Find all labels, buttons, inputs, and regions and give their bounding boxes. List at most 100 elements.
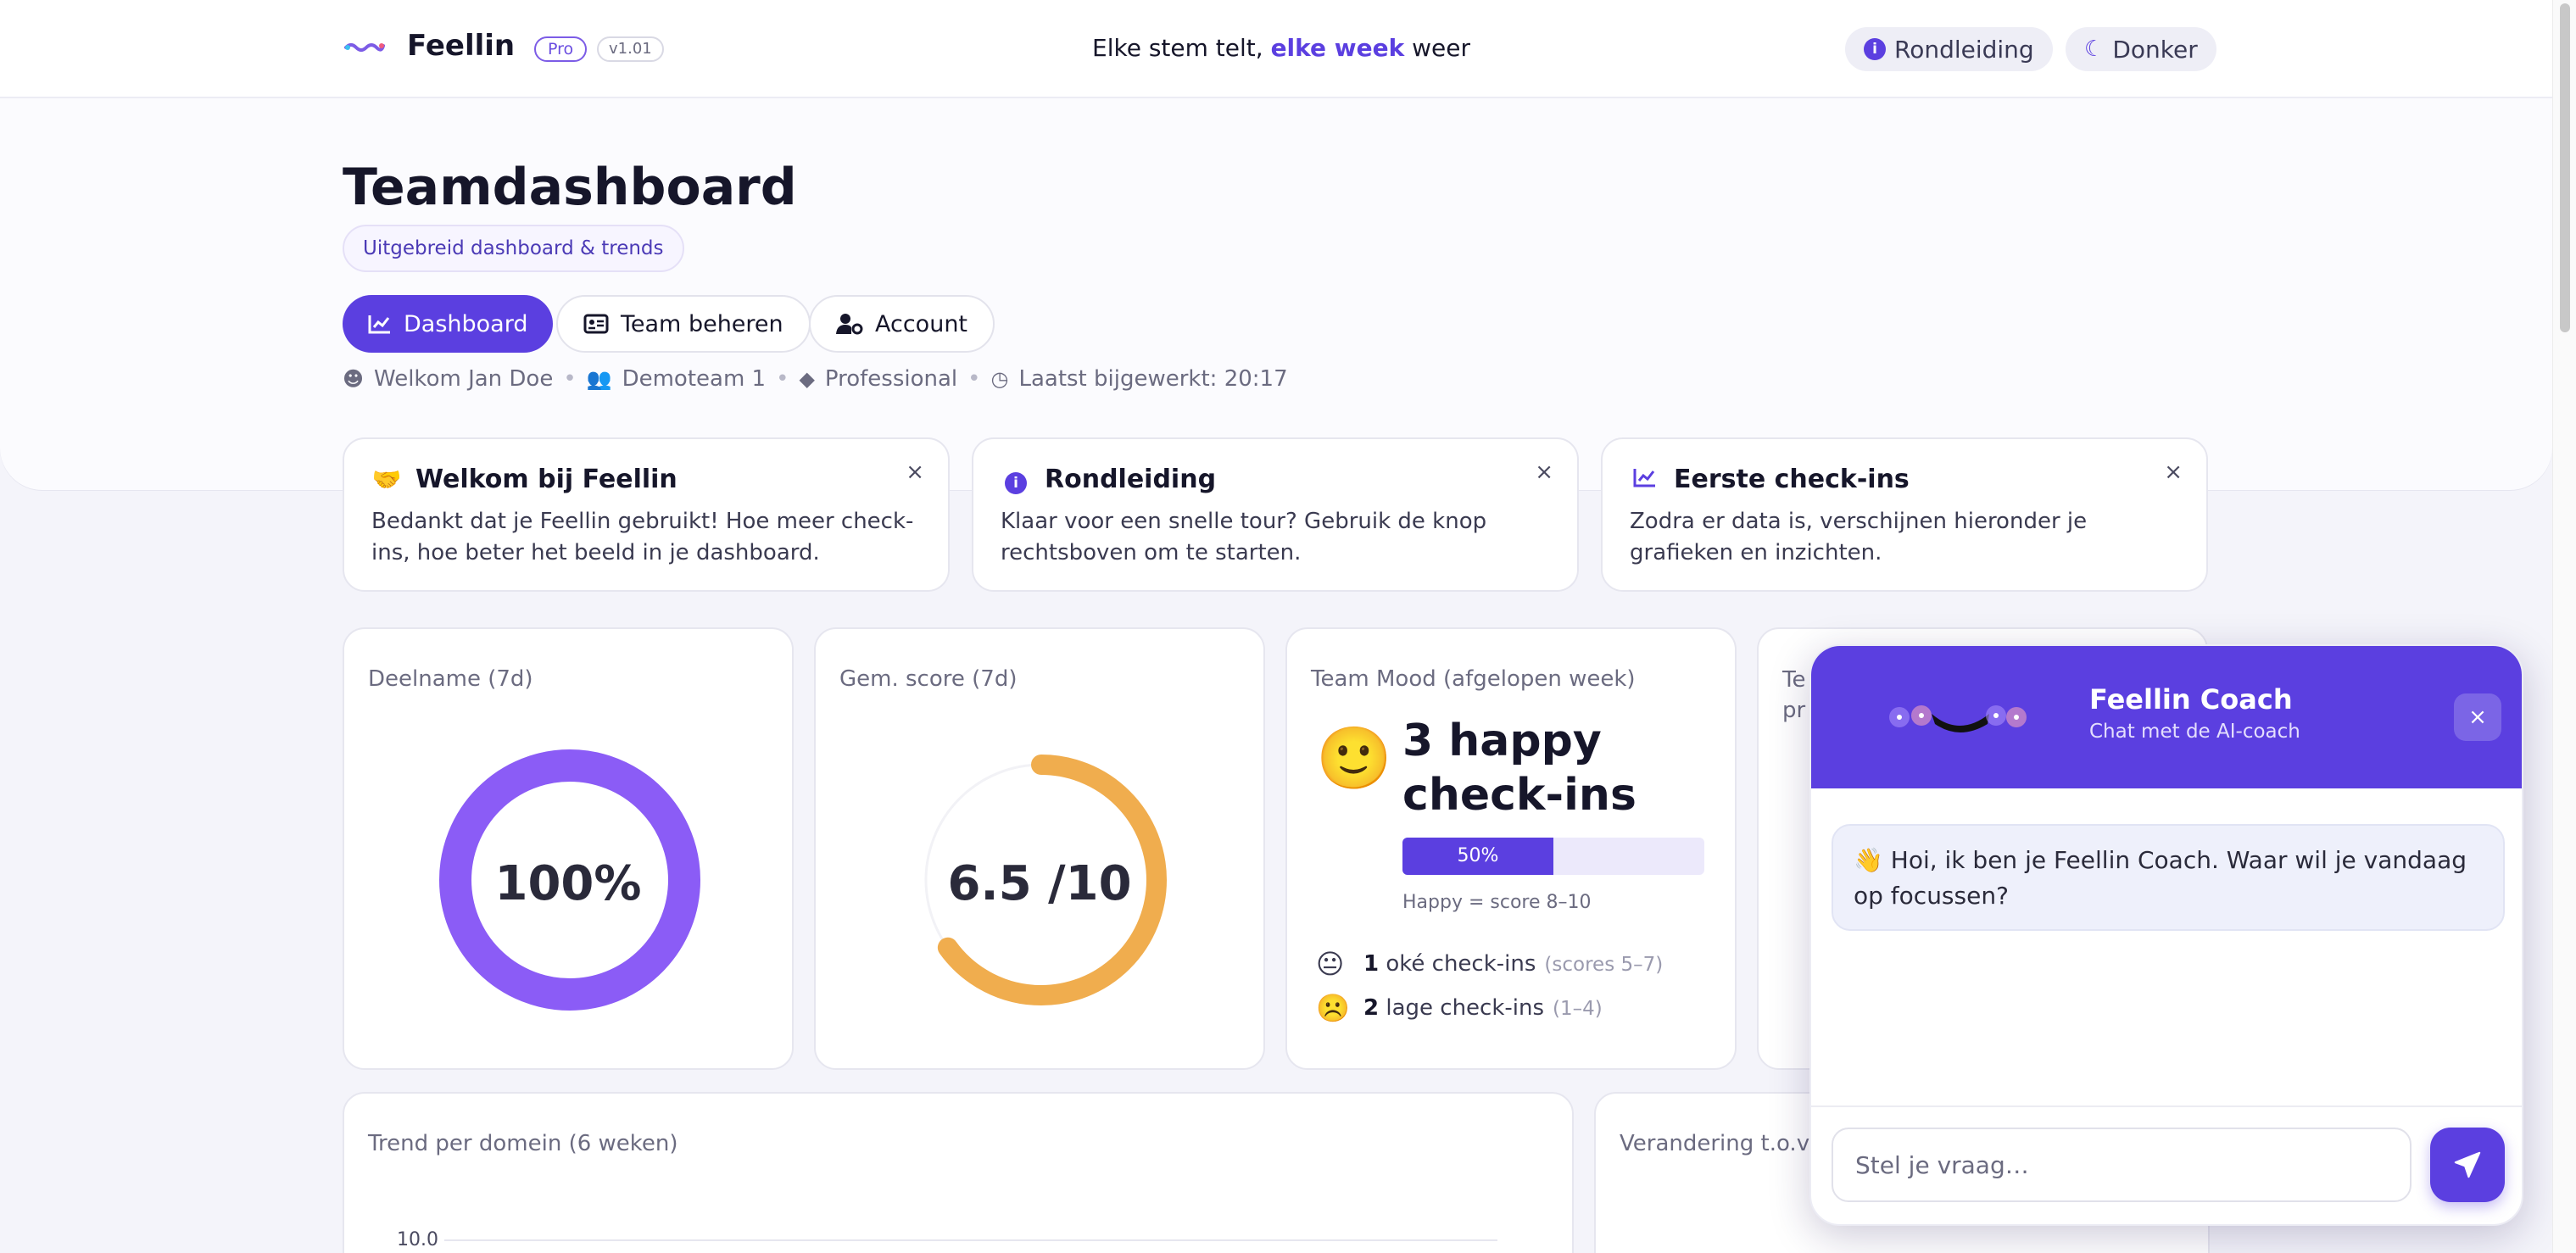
coach-avatar-icon bbox=[1889, 705, 2027, 732]
participation-value: 100% bbox=[494, 856, 642, 911]
separator-dot: • bbox=[776, 366, 789, 392]
brand-name: Feellin bbox=[407, 29, 516, 63]
card-label-line2: pr bbox=[1782, 698, 1806, 723]
theme-toggle-label: Donker bbox=[2112, 35, 2198, 64]
tour-button[interactable]: i Rondleiding bbox=[1845, 27, 2053, 71]
notice-title: Eerste check-ins bbox=[1674, 465, 1910, 494]
neutral-face-icon: 😐 bbox=[1316, 948, 1345, 980]
notice-first-checkins: Eerste check-ins Zodra er data is, versc… bbox=[1601, 437, 2208, 592]
happy-progress-bar: 50% bbox=[1402, 838, 1704, 875]
trend-card: Trend per domein (6 weken) 10.0 bbox=[343, 1092, 1574, 1253]
card-label-line1: Te bbox=[1782, 667, 1806, 693]
notice-tour: i Rondleiding Klaar voor een snelle tour?… bbox=[972, 437, 1579, 592]
version-badge: v1.01 bbox=[597, 36, 664, 62]
tagline-end: weer bbox=[1412, 34, 1471, 62]
sad-face-icon: ☹️ bbox=[1316, 992, 1350, 1024]
avg-score-card: Gem. score (7d) 6.5 /10 bbox=[814, 627, 1265, 1070]
user-gear-icon bbox=[836, 314, 863, 335]
close-icon[interactable]: × bbox=[2164, 459, 2183, 485]
close-icon[interactable]: × bbox=[906, 459, 924, 485]
mood-row-low: ☹️ 2 lage check-ins (1–4) bbox=[1316, 992, 1603, 1024]
clock-icon: ◷ bbox=[990, 367, 1009, 391]
tagline: Elke stem telt, elke week weer bbox=[1092, 34, 1470, 62]
chart-line-icon bbox=[1630, 465, 1660, 493]
meta-row: ☻ Welkom Jan Doe • 👥 Demoteam 1 • ◆ Prof… bbox=[343, 366, 1288, 392]
card-label: Verandering t.o.v. v bbox=[1620, 1131, 1835, 1156]
notice-title: Rondleiding bbox=[1045, 465, 1217, 494]
separator-dot: • bbox=[967, 366, 981, 392]
tab-team-beheren[interactable]: Team beheren bbox=[556, 295, 811, 353]
chart-line-icon bbox=[368, 315, 390, 334]
score-arc bbox=[916, 755, 1167, 1005]
info-icon: i bbox=[1001, 465, 1031, 494]
mood-headline: 3 happy check-ins bbox=[1402, 716, 1636, 821]
low-range: (1–4) bbox=[1553, 998, 1603, 1020]
ok-count: 1 bbox=[1363, 951, 1380, 977]
handshake-icon: 🤝 bbox=[371, 465, 402, 493]
score-gauge bbox=[916, 755, 1167, 1005]
chat-header: Feellin Coach Chat met de AI-coach × bbox=[1811, 646, 2522, 788]
tagline-start: Elke stem telt, bbox=[1092, 34, 1263, 62]
happy-progress-fill: 50% bbox=[1402, 838, 1553, 875]
tab-dashboard[interactable]: Dashboard bbox=[343, 295, 554, 353]
card-label: Trend per domein (6 weken) bbox=[368, 1131, 678, 1156]
happy-face-icon: 🙂 bbox=[1316, 722, 1392, 794]
tour-button-label: Rondleiding bbox=[1894, 35, 2034, 64]
plan-name: Professional bbox=[824, 366, 958, 392]
low-count: 2 bbox=[1363, 995, 1380, 1021]
ok-label: oké check-ins bbox=[1386, 951, 1536, 977]
tab-dashboard-label: Dashboard bbox=[404, 310, 528, 337]
page-title: Teamdashboard bbox=[343, 158, 797, 217]
ok-range: (scores 5–7) bbox=[1544, 954, 1664, 976]
team-name: Demoteam 1 bbox=[622, 366, 767, 392]
users-icon: 👥 bbox=[586, 367, 612, 391]
chat-close-button[interactable]: × bbox=[2454, 693, 2501, 741]
tab-account-label: Account bbox=[875, 310, 968, 337]
send-button[interactable] bbox=[2430, 1128, 2505, 1202]
chat-input[interactable] bbox=[1832, 1128, 2412, 1202]
tagline-emphasis: elke week bbox=[1270, 34, 1405, 62]
low-label: lage check-ins bbox=[1386, 995, 1545, 1021]
chat-subtitle: Chat met de AI-coach bbox=[2089, 721, 2300, 743]
subtitle-chip: Uitgebreid dashboard & trends bbox=[343, 225, 684, 272]
moon-icon: ☾ bbox=[2084, 36, 2105, 62]
chat-message: 👋 Hoi, ik ben je Feellin Coach. Waar wil… bbox=[1832, 824, 2505, 931]
smile-icon: ☻ bbox=[343, 367, 365, 391]
hero-panel bbox=[0, 98, 2552, 490]
notice-body: Klaar voor een snelle tour? Gebruik de k… bbox=[1001, 509, 1487, 565]
paper-plane-icon bbox=[2454, 1151, 2481, 1178]
id-card-icon bbox=[583, 314, 609, 334]
page-scrollbar[interactable] bbox=[2552, 0, 2576, 1253]
top-bar: Feellin Pro v1.01 Elke stem telt, elke w… bbox=[0, 0, 2552, 98]
notice-body: Bedankt dat je Feellin gebruikt! Hoe mee… bbox=[371, 509, 914, 565]
last-updated: Laatst bijgewerkt: 20:17 bbox=[1018, 366, 1288, 392]
mood-row-ok: 😐 1 oké check-ins (scores 5–7) bbox=[1316, 948, 1663, 980]
tab-team-beheren-label: Team beheren bbox=[621, 310, 783, 337]
notice-welcome: 🤝 Welkom bij Feellin Bedankt dat je Feell… bbox=[343, 437, 950, 592]
team-mood-card: Team Mood (afgelopen week) 🙂 3 happy che… bbox=[1285, 627, 1737, 1070]
notice-body: Zodra er data is, verschijnen hieronder … bbox=[1630, 509, 2088, 565]
welcome-text: Welkom Jan Doe bbox=[374, 366, 554, 392]
chat-footer bbox=[1811, 1105, 2522, 1224]
notice-title: Welkom bij Feellin bbox=[415, 465, 677, 494]
scrollbar-thumb[interactable] bbox=[2560, 3, 2570, 332]
card-label: Team Mood (afgelopen week) bbox=[1311, 666, 1636, 692]
happy-note: Happy = score 8–10 bbox=[1402, 892, 1592, 913]
close-icon[interactable]: × bbox=[1535, 459, 1553, 485]
gem-icon: ◆ bbox=[799, 367, 815, 391]
grid-line bbox=[444, 1239, 1497, 1241]
tab-account[interactable]: Account bbox=[809, 295, 995, 353]
card-label: Gem. score (7d) bbox=[839, 666, 1018, 692]
card-label: Deelname (7d) bbox=[368, 666, 533, 692]
chat-title: Feellin Coach bbox=[2089, 683, 2293, 716]
avg-score-value: 6.5 /10 bbox=[947, 856, 1132, 911]
participation-gauge bbox=[439, 749, 700, 1011]
participation-arc bbox=[439, 749, 700, 1011]
plan-badge: Pro bbox=[534, 36, 588, 62]
participation-card: Deelname (7d) 100% bbox=[343, 627, 794, 1070]
info-icon: i bbox=[1864, 38, 1886, 60]
coach-chat-panel: Feellin Coach Chat met de AI-coach × 👋 H… bbox=[1809, 644, 2523, 1226]
y-axis-tick: 10.0 bbox=[397, 1229, 438, 1250]
theme-toggle-button[interactable]: ☾ Donker bbox=[2066, 27, 2216, 71]
card-label: Te pr bbox=[1782, 665, 1805, 726]
